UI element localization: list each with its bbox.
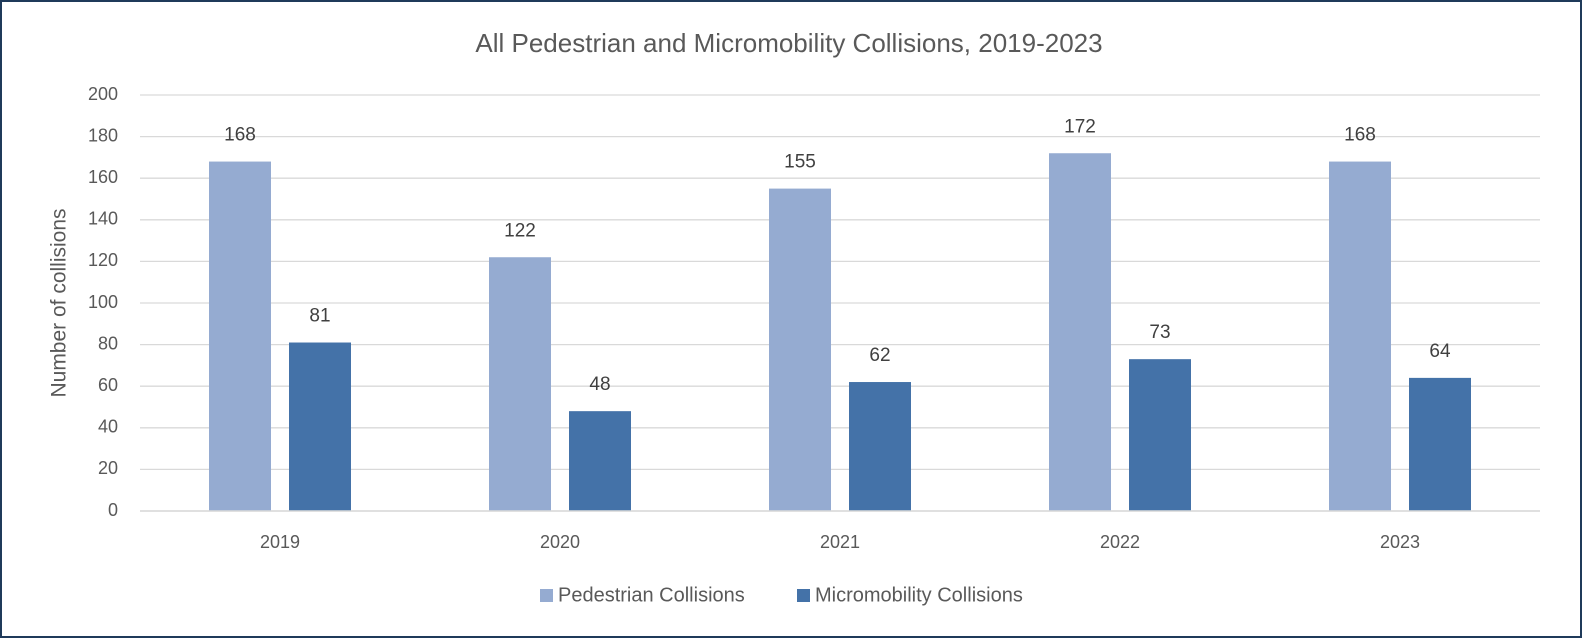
x-tick-label: 2023 [1380,532,1420,552]
data-label: 172 [1064,116,1096,137]
bar [209,161,271,511]
y-tick-label: 0 [108,500,118,520]
x-tick-label: 2021 [820,532,860,552]
x-tick-label: 2019 [260,532,300,552]
y-tick-label: 180 [88,125,118,145]
data-label: 48 [589,374,610,395]
y-tick-label: 80 [98,333,118,353]
data-label: 81 [309,306,330,327]
legend-label: Pedestrian Collisions [558,584,745,606]
data-label: 62 [869,345,890,366]
legend-label: Micromobility Collisions [815,584,1023,606]
y-tick-label: 40 [98,417,118,437]
bar [1409,377,1471,511]
data-label: 168 [1344,125,1376,146]
y-tick-label: 100 [88,292,118,312]
data-label: 73 [1149,322,1170,343]
y-tick-label: 160 [88,167,118,187]
y-tick-label: 200 [88,84,118,104]
y-tick-label: 60 [98,375,118,395]
bar [1049,153,1111,512]
x-tick-label: 2020 [540,532,580,552]
bar [1129,359,1191,511]
bar [849,382,911,511]
bar [769,188,831,511]
bar [1329,161,1391,511]
bar [569,411,631,511]
y-tick-label: 20 [98,458,118,478]
x-tick-label: 2022 [1100,532,1140,552]
data-label: 64 [1429,341,1451,362]
bar [289,342,351,511]
legend-swatch [540,589,553,602]
chart-title: All Pedestrian and Micromobility Collisi… [475,28,1102,58]
y-tick-label: 140 [88,209,118,229]
data-label: 168 [224,125,256,146]
data-label: 155 [784,152,816,173]
bar [489,257,551,511]
y-tick-label: 120 [88,250,118,270]
y-axis-label: Number of collisions [48,208,71,397]
data-label: 122 [504,220,536,241]
legend-swatch [797,589,810,602]
